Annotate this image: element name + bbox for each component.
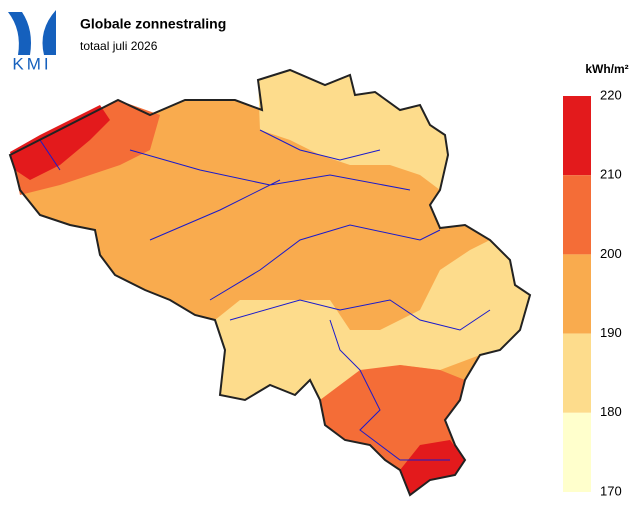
region <box>10 105 110 180</box>
legend-swatch <box>563 254 591 334</box>
logo-shape <box>42 10 56 55</box>
legend-tick-label: 180 <box>600 404 622 419</box>
legend-swatch <box>563 175 591 255</box>
logo-text: KMI <box>12 54 51 73</box>
legend-tick-label: 220 <box>600 87 622 102</box>
logo: KMI <box>8 10 56 73</box>
region <box>215 240 530 400</box>
legend-tick-label: 170 <box>600 483 622 498</box>
legend-swatch <box>563 333 591 413</box>
region <box>400 440 465 495</box>
legend-tick-label: 200 <box>600 246 622 261</box>
border <box>8 68 532 497</box>
legend-tick-label: 210 <box>600 167 622 182</box>
legend: kWh/m² 220 210 200 190 180 170 <box>563 62 629 498</box>
logo-shape <box>8 12 31 55</box>
region <box>258 70 448 190</box>
legend-swatch <box>563 412 591 492</box>
rivers <box>39 129 491 461</box>
legend-swatch <box>563 96 591 176</box>
subtitle: totaal juli 2026 <box>80 39 158 53</box>
legend-tick-label: 190 <box>600 325 622 340</box>
map <box>8 68 532 497</box>
legend-unit: kWh/m² <box>585 62 628 76</box>
title: Globale zonnestraling <box>80 16 226 32</box>
